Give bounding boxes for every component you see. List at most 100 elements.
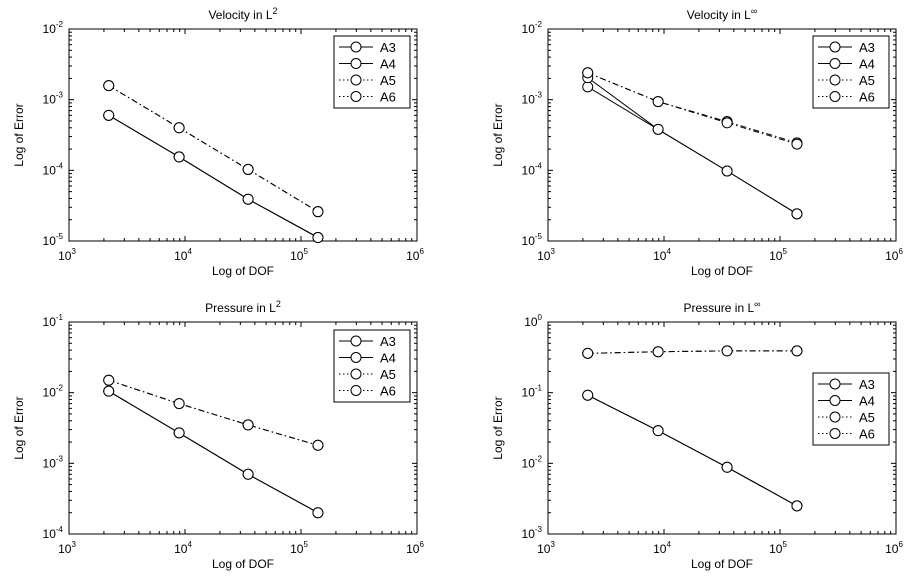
legend-label-a6: A6 — [380, 90, 396, 105]
legend-label-a6: A6 — [380, 384, 396, 399]
x-tick-label: 105 — [769, 540, 787, 556]
chart-title-main: Velocity in L — [687, 8, 751, 22]
legend-marker-a5 — [829, 411, 841, 423]
legend-label-a5: A5 — [859, 73, 875, 88]
legend-label-a4: A4 — [380, 57, 396, 72]
x-tick-label: 105 — [290, 540, 308, 556]
data-point-a6 — [582, 67, 594, 79]
legend-label-a5: A5 — [380, 367, 396, 382]
y-tick-label: 10-2 — [43, 20, 64, 36]
y-tick-label: 10-1 — [522, 384, 543, 400]
x-tick-label: 103 — [58, 247, 76, 263]
legend-label-a6: A6 — [859, 90, 875, 105]
y-axis-label: Log of Error — [12, 103, 26, 166]
legend-marker-a4 — [829, 395, 841, 406]
data-point-a6 — [103, 374, 115, 386]
data-point-a6 — [173, 398, 185, 410]
series-line-a6 — [587, 72, 798, 145]
data-point-a4 — [721, 461, 733, 473]
y-tick-label: 10-3 — [522, 525, 543, 541]
data-point-a6 — [652, 96, 664, 108]
legend-marker-a6 — [350, 385, 362, 396]
series-line-a4 — [108, 114, 319, 238]
x-tick-label: 103 — [58, 540, 76, 556]
chart-panel-1: Velocity in L2 103 104 105 106 10-5 10-4 10-3 10… — [12, 6, 424, 278]
chart-panel-4: Pressure in L∞ 103 104 105 106 10-3 10-2 10-1 10… — [491, 299, 903, 571]
x-tick-label: 104 — [653, 540, 671, 556]
y-tick-label: 10-2 — [522, 454, 543, 470]
data-point-a6 — [791, 138, 803, 150]
x-tick-label: 106 — [406, 540, 424, 556]
data-point-a6 — [791, 345, 803, 357]
chart-title: Pressure in L∞ — [683, 299, 760, 315]
data-point-a4 — [312, 507, 324, 519]
legend-marker-a3 — [350, 335, 362, 347]
series-line-a4 — [587, 394, 798, 507]
data-point-a4 — [173, 427, 185, 439]
data-point-a4 — [582, 389, 594, 401]
y-tick-label: 10-2 — [43, 384, 64, 400]
chart-title-superscript: 2 — [273, 6, 278, 16]
data-point-a6 — [103, 80, 115, 92]
y-tick-label: 10-3 — [522, 91, 543, 107]
legend-label-a3: A3 — [380, 334, 396, 349]
y-tick-label: 10-4 — [522, 161, 543, 177]
x-axis-label: Log of DOF — [212, 264, 274, 278]
data-point-a4 — [652, 425, 664, 437]
legend-label-a4: A4 — [859, 394, 875, 409]
x-axis-label: Log of DOF — [212, 557, 274, 571]
y-tick-label: 100 — [524, 313, 542, 329]
legend-marker-a3 — [350, 41, 362, 53]
legend-label-a3: A3 — [380, 40, 396, 55]
chart-title: Pressure in L2 — [205, 299, 281, 315]
y-tick-label: 10-5 — [522, 232, 543, 248]
legend-marker-a6 — [350, 91, 362, 102]
x-tick-label: 105 — [769, 247, 787, 263]
chart-title-superscript: 2 — [276, 299, 281, 309]
legend-marker-a4 — [350, 58, 362, 69]
x-tick-label: 106 — [885, 540, 903, 556]
legend-marker-a6 — [829, 91, 841, 102]
data-point-a6 — [242, 419, 254, 431]
y-axis-label: Log of Error — [491, 396, 505, 459]
chart-panel-2: Velocity in L∞ 103 104 105 106 10-5 10-4 10-3 10… — [491, 6, 903, 278]
legend-marker-a4 — [350, 352, 362, 363]
y-tick-label: 10-1 — [43, 313, 64, 329]
legend-label-a6: A6 — [859, 427, 875, 442]
y-tick-label: 10-3 — [43, 454, 64, 470]
series-line-a6 — [108, 85, 319, 213]
data-point-a6 — [173, 122, 185, 134]
y-axis-label: Log of Error — [491, 103, 505, 166]
chart-title-main: Pressure in L — [683, 301, 754, 315]
legend-marker-a5 — [829, 74, 841, 86]
legend-label-a4: A4 — [859, 57, 875, 72]
y-tick-label: 10-2 — [522, 20, 543, 36]
legend-label-a3: A3 — [859, 377, 875, 392]
data-point-a4 — [791, 500, 803, 512]
x-axis-label: Log of DOF — [691, 557, 753, 571]
chart-title-main: Pressure in L — [205, 301, 276, 315]
chart-title: Velocity in L∞ — [687, 6, 757, 22]
x-tick-label: 103 — [537, 540, 555, 556]
x-tick-label: 104 — [174, 540, 192, 556]
legend-label-a5: A5 — [859, 410, 875, 425]
x-tick-label: 103 — [537, 247, 555, 263]
legend-label-a3: A3 — [859, 40, 875, 55]
data-point-a4 — [721, 165, 733, 177]
chart-title-main: Velocity in L — [208, 8, 272, 22]
chart-panel-3: Pressure in L2 103 104 105 106 10-4 10-3 10-2 10… — [12, 299, 424, 571]
chart-title: Velocity in L2 — [208, 6, 277, 22]
legend-marker-a5 — [350, 368, 362, 380]
x-tick-label: 105 — [290, 247, 308, 263]
legend-marker-a3 — [829, 41, 841, 53]
x-tick-label: 106 — [885, 247, 903, 263]
chart-title-superscript: ∞ — [751, 6, 757, 16]
data-point-a4 — [103, 385, 115, 397]
series-line-a4 — [108, 390, 319, 514]
y-tick-label: 10-4 — [43, 525, 64, 541]
data-point-a4 — [242, 468, 254, 480]
